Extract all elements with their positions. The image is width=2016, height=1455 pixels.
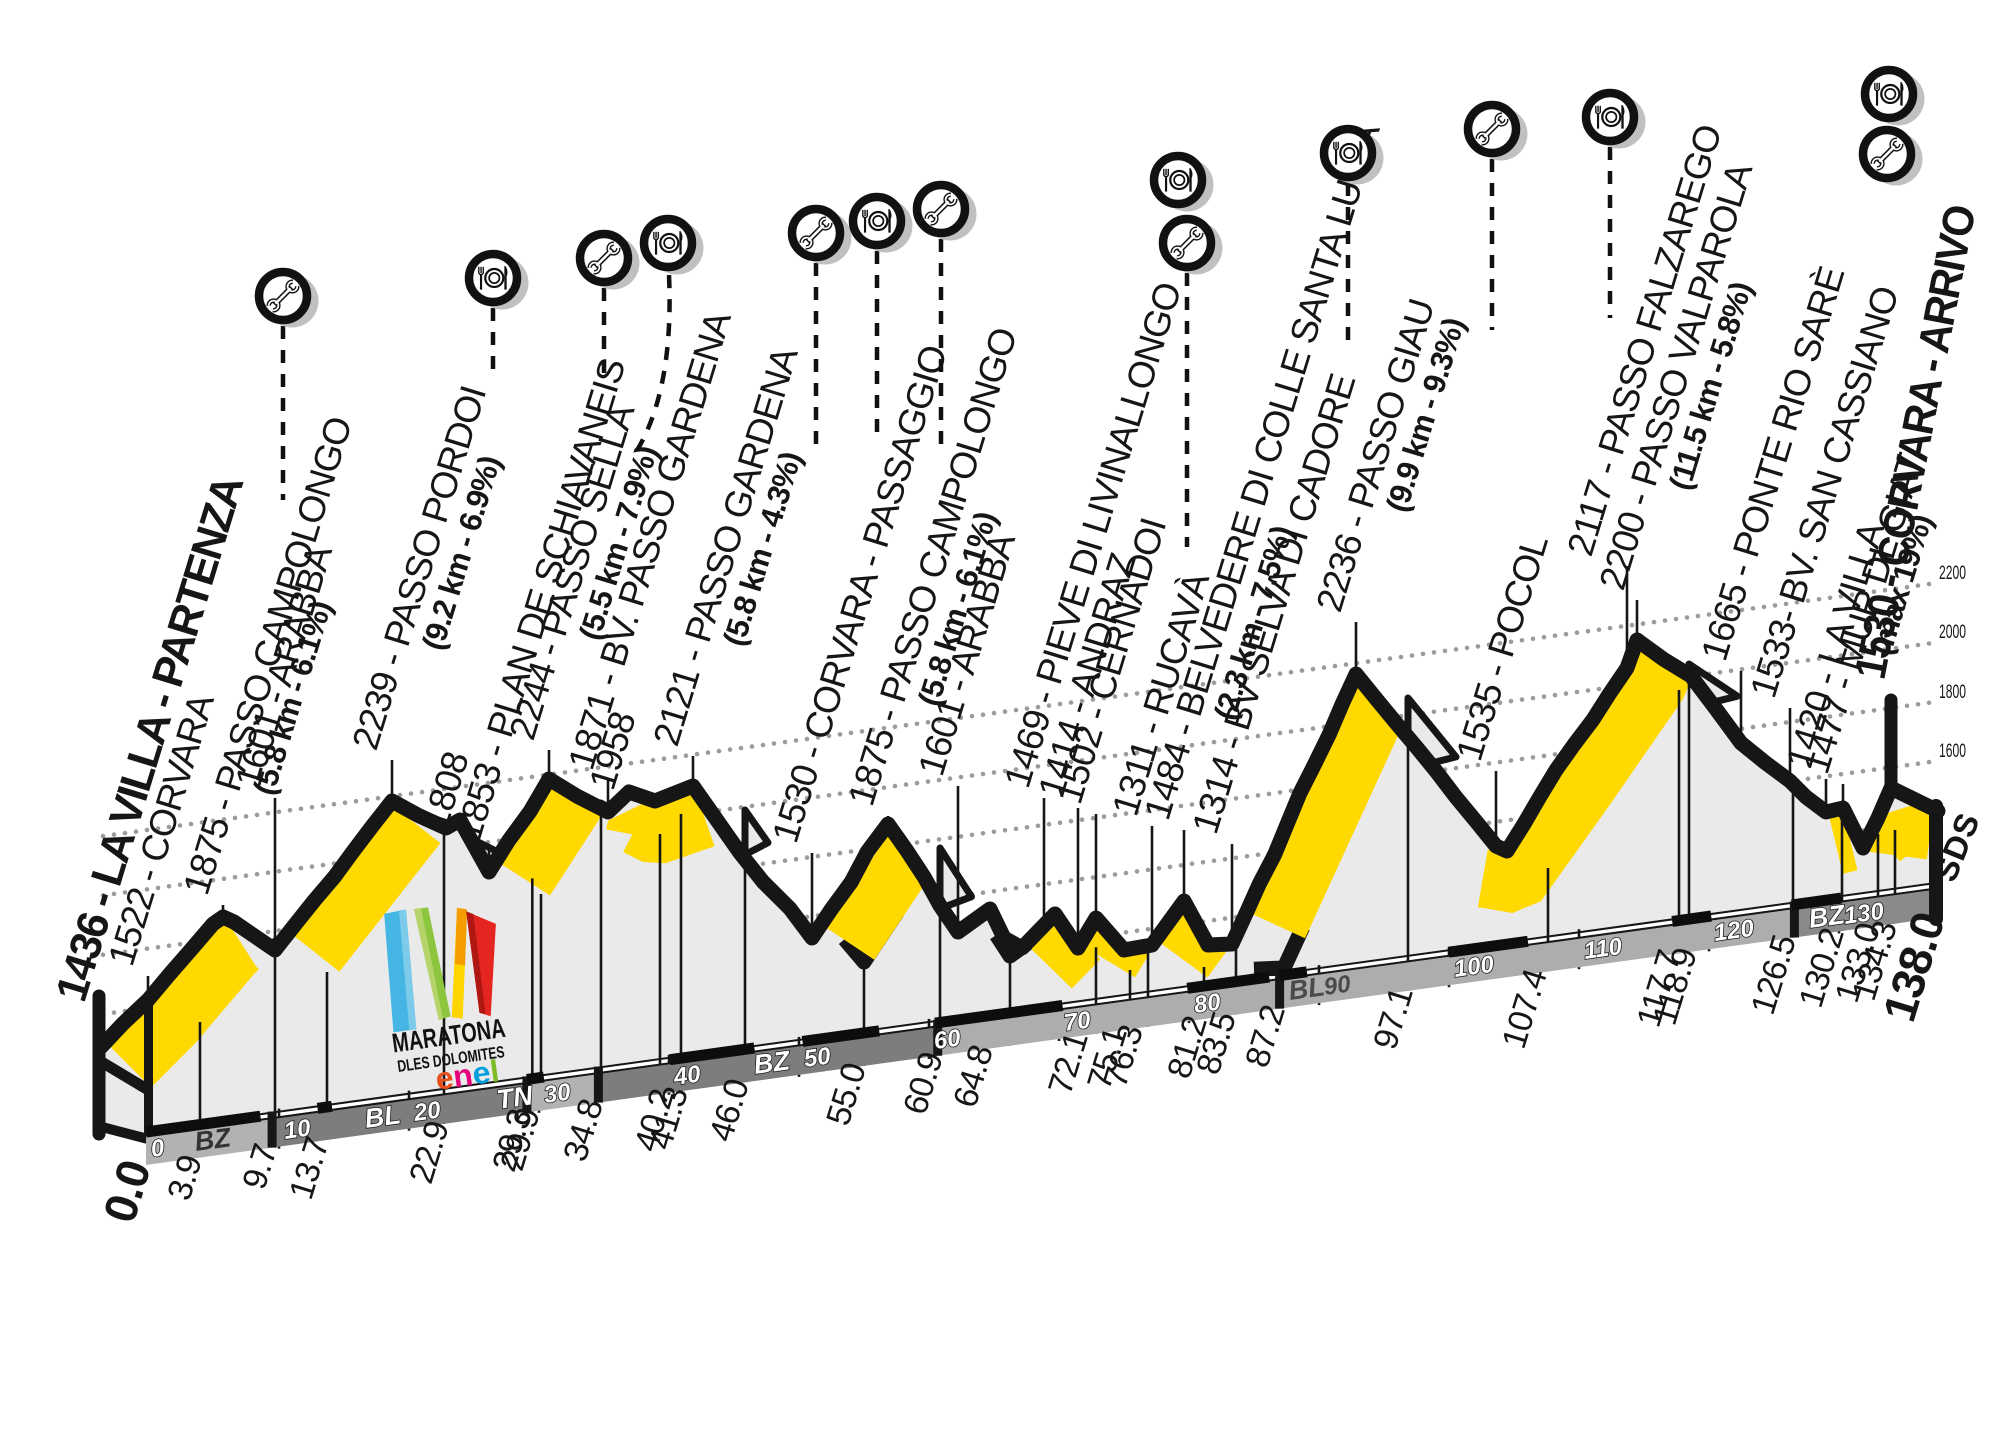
svg-text:30: 30 xyxy=(542,1078,573,1109)
svg-text:110: 110 xyxy=(1582,933,1624,965)
svg-text:120: 120 xyxy=(1712,915,1756,947)
svg-text:BL: BL xyxy=(1287,971,1327,1006)
svg-text:50: 50 xyxy=(802,1042,833,1073)
svg-text:2200: 2200 xyxy=(1939,562,1966,584)
svg-text:BL: BL xyxy=(363,1099,403,1134)
svg-text:2000: 2000 xyxy=(1939,621,1966,643)
svg-text:80: 80 xyxy=(1192,988,1223,1019)
svg-text:BZ: BZ xyxy=(1807,899,1848,934)
svg-text:20: 20 xyxy=(411,1096,443,1127)
svg-text:1800: 1800 xyxy=(1939,681,1966,703)
svg-text:10: 10 xyxy=(282,1114,313,1145)
svg-text:TN: TN xyxy=(495,1080,535,1115)
svg-text:40: 40 xyxy=(671,1060,703,1091)
svg-text:1600: 1600 xyxy=(1939,740,1966,762)
svg-text:70: 70 xyxy=(1062,1006,1093,1037)
svg-text:90: 90 xyxy=(1322,970,1353,1001)
svg-text:0: 0 xyxy=(149,1134,167,1163)
svg-text:BZ: BZ xyxy=(193,1122,234,1157)
svg-text:100: 100 xyxy=(1452,951,1496,983)
svg-text:60: 60 xyxy=(932,1024,963,1055)
svg-text:130: 130 xyxy=(1842,898,1886,930)
svg-text:BZ: BZ xyxy=(752,1045,793,1080)
